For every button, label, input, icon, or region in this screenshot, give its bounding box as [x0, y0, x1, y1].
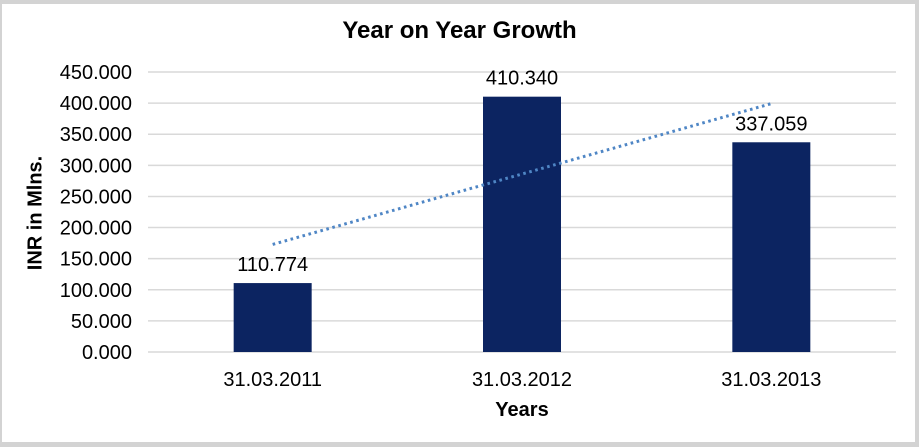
y-axis-tick-label: 50.000 [71, 311, 132, 333]
x-axis-tick-label: 31.03.2011 [223, 369, 322, 391]
y-axis-tick-label: 200.000 [60, 218, 132, 240]
bar-data-label: 110.774 [237, 254, 308, 276]
y-axis-tick-label: 100.000 [60, 280, 132, 302]
y-axis-tick-label: 250.000 [60, 186, 132, 208]
y-axis-title: INR in Mlns. [24, 155, 47, 271]
bar-31.03.2011 [233, 283, 312, 352]
x-axis-title: Years [495, 399, 549, 421]
bar-31.03.2012 [483, 96, 561, 352]
y-axis-tick-label: 450.000 [60, 62, 132, 84]
y-axis-tick-label: 400.000 [60, 93, 132, 115]
y-axis-tick-label: 300.000 [60, 155, 132, 177]
bar-31.03.2013 [732, 142, 811, 352]
y-axis-tick-label: 0.000 [82, 342, 132, 364]
bar-data-label: 337.059 [735, 113, 807, 135]
chart-title: Year on Year Growth [342, 17, 577, 44]
x-axis-tick-label: 31.03.2012 [472, 369, 572, 391]
x-axis-tick-label: 31.03.2013 [721, 369, 821, 391]
bar-data-label: 410.340 [486, 68, 558, 90]
y-axis-tick-label: 350.000 [60, 124, 132, 146]
y-axis-tick-label: 150.000 [60, 249, 132, 271]
